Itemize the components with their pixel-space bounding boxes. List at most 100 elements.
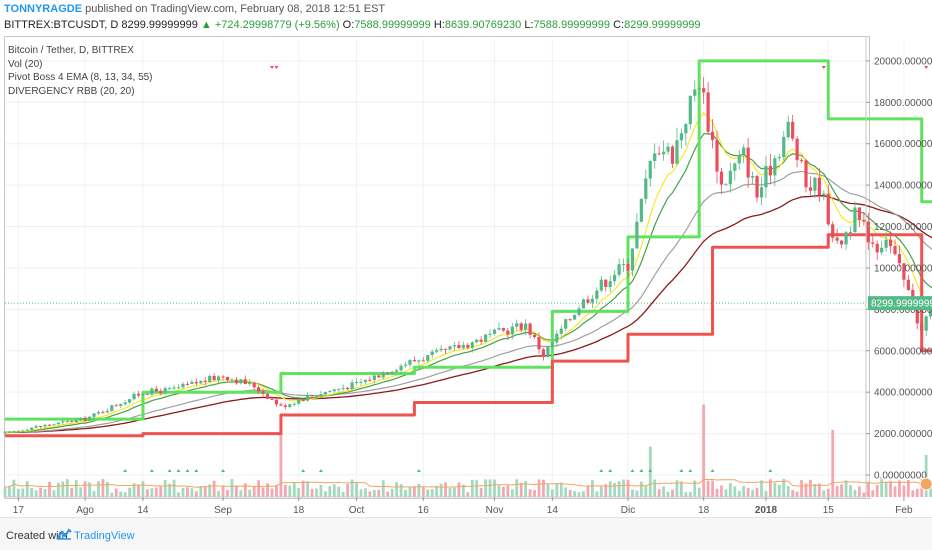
price-chart[interactable]: 20000.00000000 18000.00000000 16000.000000… [0, 0, 932, 517]
candle-body [862, 219, 866, 222]
candle-body [644, 178, 648, 200]
candle-body [154, 388, 158, 392]
volume-bar [315, 488, 318, 497]
candle-body [172, 387, 176, 389]
candle-body [323, 391, 327, 395]
volume-bar [898, 480, 901, 497]
candle-body [844, 232, 848, 245]
open-label: O: [342, 19, 355, 31]
candle-body [541, 349, 546, 357]
candle-body [479, 339, 483, 342]
candle-body [412, 360, 416, 362]
price-axis-label: 14000.00000000 [874, 181, 932, 192]
candle-body [719, 171, 724, 185]
candle-body [56, 422, 60, 425]
symbol-ohlc-bar: BITTREX:BTCUSDT, D 8299.99999999 ▲ +724.… [4, 19, 701, 31]
volume-bar [853, 489, 857, 497]
candle-body [733, 163, 737, 171]
volume-bar [168, 483, 172, 497]
volume-bar [866, 481, 870, 497]
volume-bar [889, 481, 892, 497]
volume-bar [97, 481, 100, 497]
candle-body [421, 360, 425, 362]
volume-bar [186, 487, 189, 497]
volume-bar [817, 483, 821, 497]
volume-bar [275, 484, 278, 497]
volume-bar [448, 488, 452, 497]
volume-bar [528, 489, 532, 497]
volume-bar [159, 486, 163, 497]
candle-body [176, 387, 181, 389]
candle-body [813, 177, 817, 191]
volume-bar [141, 481, 145, 497]
candle-body [684, 124, 688, 134]
candle-body [519, 323, 523, 330]
candle-body [857, 207, 861, 220]
volume-bar [524, 480, 528, 497]
candle-body [902, 263, 906, 280]
volume-bar [559, 482, 563, 497]
upper-band-line [5, 59, 932, 421]
candle-body [128, 399, 132, 403]
low-value: 7588.99999999 [533, 19, 611, 31]
candle-body [675, 140, 679, 164]
candle-body [435, 350, 439, 352]
volume-bar [684, 492, 688, 497]
last-price-label: 8299.99999999 [871, 299, 932, 310]
volume-bar [706, 480, 710, 497]
legend-ema[interactable]: Pivot Boss 4 EMA (8, 13, 34, 55) [8, 72, 153, 83]
candle-body [417, 360, 421, 362]
author-link[interactable]: TONNYRAGDE [4, 3, 83, 15]
candle-body [83, 418, 87, 421]
legend-divergency[interactable]: DIVERGENCY RBB (20, 20) [8, 85, 135, 97]
candle-body [461, 344, 465, 349]
candle-body [679, 133, 683, 141]
volume-bar [542, 479, 545, 497]
time-axis-label: Dic [621, 505, 635, 516]
price-axis-label: 2000.00000000 [874, 429, 932, 440]
candle-body [555, 333, 559, 343]
candle-body [657, 153, 661, 155]
candle-body [52, 424, 56, 426]
candle-body [906, 279, 910, 290]
candle-body [488, 333, 492, 335]
legend-volume[interactable]: Vol (20) [8, 58, 43, 70]
volume-bar [57, 482, 60, 497]
candle-body [341, 387, 345, 389]
tradingview-logo-icon [56, 528, 72, 540]
published-text: published on TradingView.com, February 0… [85, 3, 386, 15]
volume-bar [337, 486, 341, 497]
volume-bar [248, 489, 252, 497]
volume-bar [840, 484, 843, 497]
candle-body [871, 242, 875, 244]
time-axis-label: 18 [698, 505, 710, 516]
candle-body [150, 388, 154, 395]
volume-bar [555, 483, 559, 497]
candle-body [39, 425, 43, 427]
time-axis-label: Nov [486, 505, 504, 516]
volume-bar [822, 490, 826, 497]
volume-bar [408, 487, 412, 497]
candle-body [693, 89, 697, 96]
candle-body [670, 146, 675, 164]
volume-bar [350, 479, 354, 497]
tradingview-link[interactable]: TradingView [74, 530, 135, 542]
volume-bar [190, 488, 194, 497]
volume-bar [439, 483, 443, 497]
candle-body [230, 379, 234, 381]
volume-bar [270, 488, 274, 497]
candle-body [257, 387, 261, 392]
signal-marker [301, 469, 306, 472]
chart-legend: Bitcoin / Tether, D, BITTREX Vol (20) Pi… [8, 44, 153, 98]
candle-body [737, 154, 741, 164]
candle-body [577, 308, 581, 315]
candle-body [532, 334, 537, 338]
volume-bar [622, 479, 625, 497]
open-value: 7588.99999999 [354, 19, 431, 31]
volume-bar [426, 489, 430, 497]
candle-body [893, 246, 897, 255]
candle-body [386, 372, 390, 375]
volume-bar [858, 486, 861, 497]
divergence-marker [270, 66, 274, 69]
volume-bar [377, 489, 381, 497]
